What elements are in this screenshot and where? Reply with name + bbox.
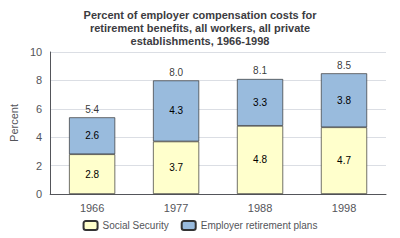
svg-text:0: 0 xyxy=(36,188,42,200)
svg-text:4.8: 4.8 xyxy=(253,154,267,165)
svg-text:4.7: 4.7 xyxy=(337,155,351,166)
svg-text:retirement benefits, all worke: retirement benefits, all workers, all pr… xyxy=(90,22,310,34)
svg-text:3.7: 3.7 xyxy=(169,162,183,173)
svg-text:Percent of employer compensati: Percent of employer compensation costs f… xyxy=(84,9,318,21)
svg-text:8.0: 8.0 xyxy=(169,67,183,78)
svg-text:Employer retirement plans: Employer retirement plans xyxy=(201,220,318,231)
svg-text:6: 6 xyxy=(36,103,42,115)
svg-text:5.4: 5.4 xyxy=(85,104,99,115)
svg-text:10: 10 xyxy=(30,46,42,58)
svg-text:4: 4 xyxy=(36,131,42,143)
svg-text:2.6: 2.6 xyxy=(85,130,99,141)
svg-text:Percent: Percent xyxy=(8,104,20,142)
svg-text:1966: 1966 xyxy=(80,202,104,214)
svg-text:2: 2 xyxy=(36,160,42,172)
svg-text:1998: 1998 xyxy=(332,202,356,214)
svg-text:8.5: 8.5 xyxy=(337,60,351,71)
svg-text:establishments, 1966-1998: establishments, 1966-1998 xyxy=(131,35,270,47)
svg-text:3.8: 3.8 xyxy=(337,95,351,106)
svg-text:3.3: 3.3 xyxy=(253,97,267,108)
svg-text:1988: 1988 xyxy=(248,202,272,214)
svg-text:Social Security: Social Security xyxy=(103,220,169,231)
svg-text:8.1: 8.1 xyxy=(253,65,267,76)
svg-text:2.8: 2.8 xyxy=(85,169,99,180)
svg-text:4.3: 4.3 xyxy=(169,105,183,116)
svg-text:8: 8 xyxy=(36,74,42,86)
svg-text:1977: 1977 xyxy=(164,202,188,214)
